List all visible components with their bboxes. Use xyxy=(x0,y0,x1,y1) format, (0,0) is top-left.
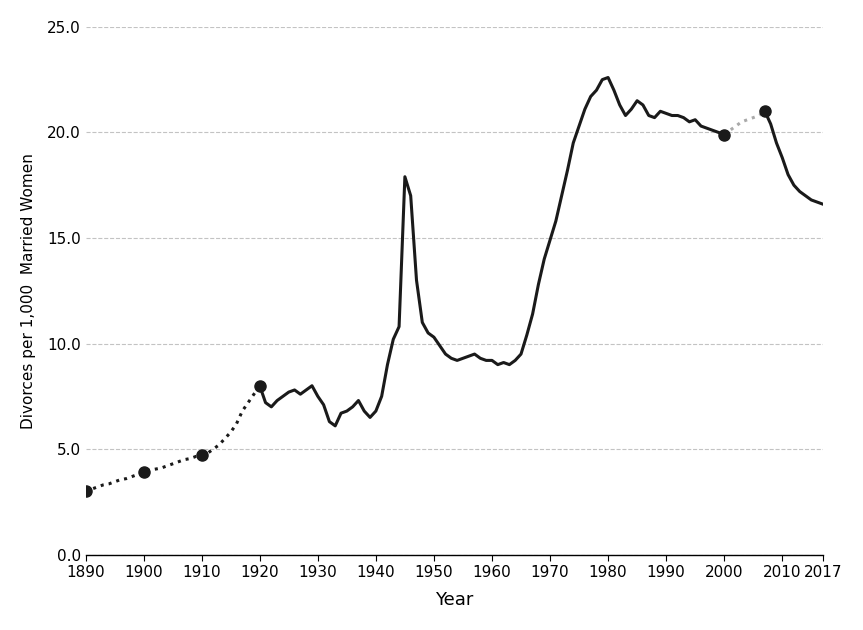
Y-axis label: Divorces per 1,000  Married Women: Divorces per 1,000 Married Women xyxy=(21,153,36,428)
X-axis label: Year: Year xyxy=(435,591,474,609)
